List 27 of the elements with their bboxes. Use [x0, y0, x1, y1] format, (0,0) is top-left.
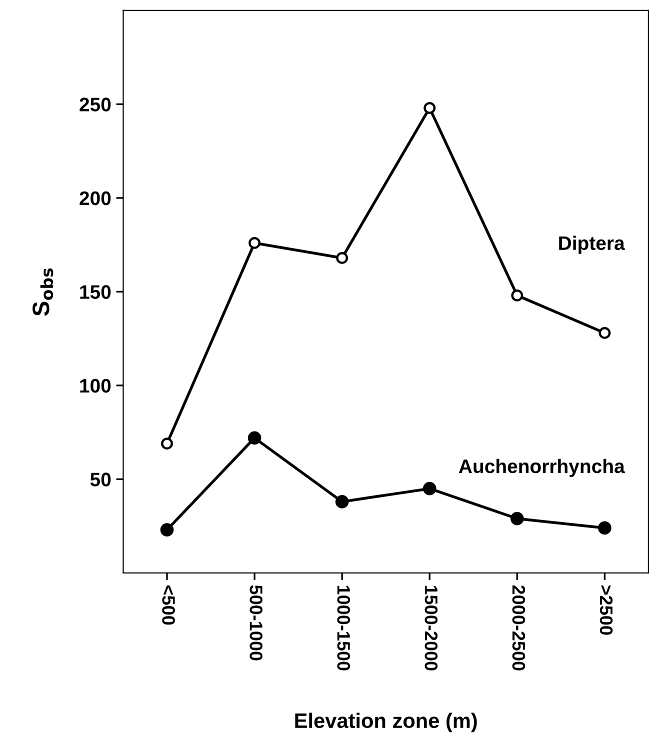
x-tick-label: 1500-2000 — [424, 586, 438, 670]
point — [248, 431, 262, 445]
series-label: Auchenorrhyncha — [458, 458, 625, 478]
point — [336, 252, 348, 264]
x-tick-label: 500-1000 — [250, 585, 262, 660]
point — [160, 523, 174, 536]
x-axis-title: Elevation zone (m) — [295, 712, 477, 732]
x-tick-label: >2500 — [600, 586, 613, 635]
y-tick-label: 100 — [80, 378, 111, 393]
point — [161, 438, 173, 450]
point — [335, 495, 349, 508]
y-axis-title: S$_{obs}$ — [32, 268, 54, 316]
point — [598, 521, 612, 535]
x-tick-label: 2000-2500 — [512, 585, 526, 670]
text: Diptera — [559, 236, 625, 254]
y-tick-label: 50 — [90, 472, 111, 486]
point — [424, 102, 436, 114]
point — [598, 326, 611, 339]
point — [510, 512, 524, 526]
y-tick-label: 200 — [80, 191, 111, 206]
x-tick-label: 1000-1500 — [337, 586, 350, 670]
x-tick-label: <500 — [162, 586, 175, 625]
point — [511, 289, 524, 302]
y-tick-label: 150 — [80, 285, 111, 299]
point — [248, 236, 261, 249]
y-tick-label: 250 — [80, 98, 111, 112]
point — [422, 482, 436, 496]
